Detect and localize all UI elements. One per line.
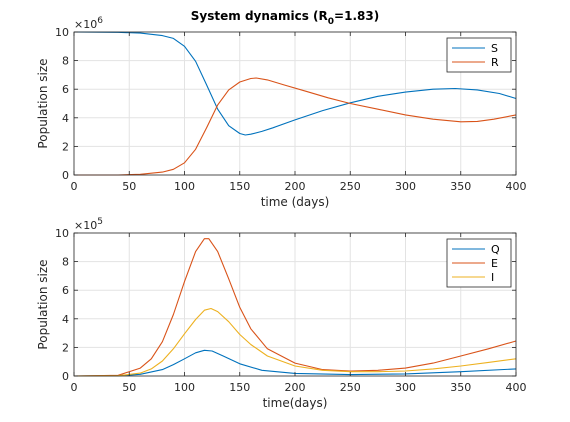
bottom-legend-label-q: Q	[491, 243, 500, 256]
top-y-exponent-base: ×10	[74, 18, 97, 31]
top-x-tick-label: 300	[395, 180, 416, 193]
bottom-y-tick-label: 0	[62, 370, 69, 383]
bottom-y-tick-label: 2	[62, 341, 69, 354]
top-legend: SR	[446, 37, 512, 73]
top-y-tick-label: 0	[62, 169, 69, 182]
top-legend-label-r: R	[491, 56, 499, 69]
top-y-tick-label: 4	[62, 112, 69, 125]
top-x-tick-label: 250	[340, 180, 361, 193]
bottom-x-tick-label: 0	[71, 381, 78, 394]
bottom-x-tick-label: 200	[285, 381, 306, 394]
bottom-x-tick-label: 400	[506, 381, 527, 394]
top-series-r-line	[74, 77, 517, 176]
bottom-y-tick-label: 8	[62, 256, 69, 269]
top-y-exponent-label: ×106	[74, 16, 103, 31]
top-y-exponent-power: 6	[97, 16, 103, 26]
bottom-x-tick-label: 300	[395, 381, 416, 394]
bottom-y-tick-label: 4	[62, 313, 69, 326]
top-x-tick-label: 350	[450, 180, 471, 193]
top-y-tick-label: 2	[62, 140, 69, 153]
bottom-x-tick-label: 250	[340, 381, 361, 394]
top-x-tick-label: 400	[506, 180, 527, 193]
top-x-tick-label: 0	[71, 180, 78, 193]
bottom-chart-panel: 0 50 100 150 200 250 300 350 400 0 2 4 6 8 10 ×105 time(…	[36, 217, 527, 410]
top-x-tick-label: 150	[229, 180, 250, 193]
top-x-tick-label: 100	[174, 180, 195, 193]
bottom-x-tick-label: 100	[174, 381, 195, 394]
top-chart-panel: 0 50 100 150 200 250 300 350 4000246810×106time …	[36, 16, 527, 209]
bottom-legend-label-e: E	[491, 257, 498, 270]
bottom-y-axis-label: Population size	[36, 259, 50, 349]
bottom-y-exponent-power: 5	[97, 217, 103, 227]
top-series-s-line	[73, 31, 517, 136]
top-y-tick-label: 8	[62, 55, 69, 68]
top-x-tick-label: 200	[285, 180, 306, 193]
bottom-x-tick-label: 350	[450, 381, 471, 394]
bottom-x-tick-label: 150	[229, 381, 250, 394]
top-legend-label-s: S	[491, 42, 498, 55]
bottom-series-e-line	[73, 238, 517, 377]
top-legend-box	[446, 37, 512, 73]
top-y-axis-label: Population size	[36, 58, 50, 148]
bottom-legend-label-i: I	[491, 271, 494, 284]
bottom-series-q-line	[73, 349, 517, 377]
bottom-series-i-line	[73, 307, 517, 377]
top-x-tick-label: 50	[122, 180, 136, 193]
figure-title: System dynamics (R0=1.83)	[191, 9, 379, 27]
bottom-y-exponent-base: ×10	[74, 219, 97, 232]
bottom-y-exponent-label: ×105	[74, 217, 103, 232]
bottom-y-tick-label: 6	[62, 284, 69, 297]
top-y-tick-label: 6	[62, 83, 69, 96]
top-y-tick-label: 10	[55, 26, 69, 39]
top-x-axis-label: time (days)	[261, 195, 330, 209]
bottom-y-tick-label: 10	[55, 227, 69, 240]
bottom-x-tick-label: 50	[122, 381, 136, 394]
bottom-x-axis-label: time(days)	[263, 396, 328, 410]
bottom-legend: QEI	[446, 238, 512, 288]
